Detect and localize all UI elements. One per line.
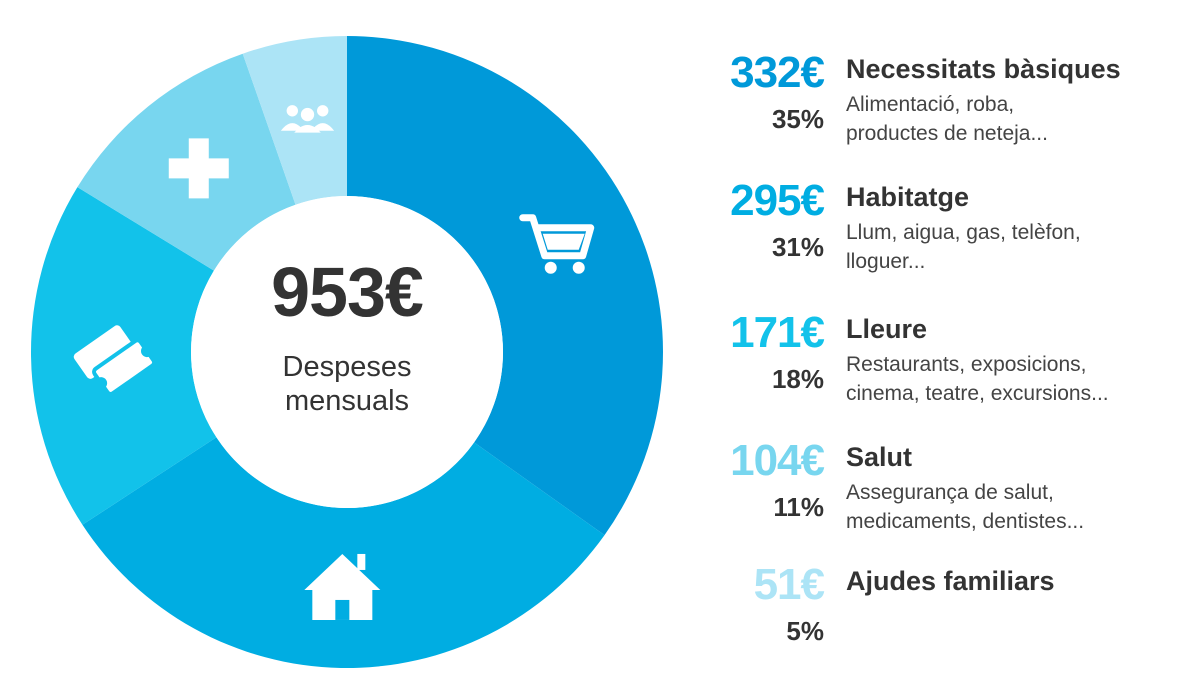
health-cross-icon <box>168 138 229 199</box>
legend-name: Habitatge <box>846 182 970 212</box>
legend-percent: 31% <box>771 232 824 262</box>
legend-item-salut: 104€ 11% Salut Assegurança de salut, med… <box>700 436 1180 546</box>
donut-slice <box>242 36 347 205</box>
legend-description-line: cinema, teatre, excursions... <box>846 382 1109 405</box>
legend-percent: 18% <box>771 364 824 394</box>
shopping-cart-icon <box>519 214 595 274</box>
legend-percent: 11% <box>773 492 824 522</box>
tickets-icon <box>73 325 157 396</box>
legend-percent: 35% <box>771 104 824 134</box>
legend-item-lleure: 171€ 18% Lleure Restaurants, exposicions… <box>700 308 1180 418</box>
legend-description: Llum, aigua, gas, telèfon, lloguer... <box>846 218 1176 276</box>
legend-description-line: Llum, aigua, gas, telèfon, <box>846 221 1081 244</box>
legend-description-line: productes de neteja... <box>846 122 1048 145</box>
house-icon <box>304 553 381 620</box>
legend-description-line: Assegurança de salut, <box>846 481 1054 504</box>
legend-amount: 332€ <box>730 48 825 97</box>
legend-amount: 295€ <box>730 176 825 225</box>
legend-name: Ajudes familiars <box>846 566 1055 596</box>
donut-slice <box>347 36 664 536</box>
legend-description-line: Restaurants, exposicions, <box>846 353 1087 376</box>
total-label-line-2: mensuals <box>284 385 410 417</box>
legend-name: Necessitats bàsiques <box>846 54 1121 84</box>
legend-name: Lleure <box>846 314 928 344</box>
legend-description: Assegurança de salut, medicaments, denti… <box>846 478 1176 536</box>
legend-amount: 171€ <box>730 308 825 357</box>
legend-description: Restaurants, exposicions, cinema, teatre… <box>846 350 1176 408</box>
total-amount: 953€ <box>271 253 424 331</box>
legend-amount: 51€ <box>753 560 825 609</box>
legend-description-line: medicaments, dentistes... <box>846 510 1085 533</box>
legend-amount: 104€ <box>730 436 825 485</box>
legend-item-ajudes: 51€ 5% Ajudes familiars <box>700 560 1180 670</box>
donut-slice <box>82 437 605 669</box>
family-icon <box>280 105 335 133</box>
legend-description-line: lloguer... <box>846 250 926 273</box>
donut-chart <box>30 36 664 669</box>
legend-item-necessitats: 332€ 35% Necessitats bàsiques Alimentaci… <box>700 48 1180 158</box>
total-label: Despeses mensuals <box>197 350 497 418</box>
legend-percent: 5% <box>786 616 824 646</box>
legend-description: Alimentació, roba, productes de neteja..… <box>846 90 1176 148</box>
legend-name: Salut <box>846 442 913 472</box>
total-label-line-1: Despeses <box>282 351 412 383</box>
legend-description-line: Alimentació, roba, <box>846 93 1015 116</box>
legend-item-habitatge: 295€ 31% Habitatge Llum, aigua, gas, tel… <box>700 176 1180 286</box>
donut-hole <box>191 196 503 508</box>
